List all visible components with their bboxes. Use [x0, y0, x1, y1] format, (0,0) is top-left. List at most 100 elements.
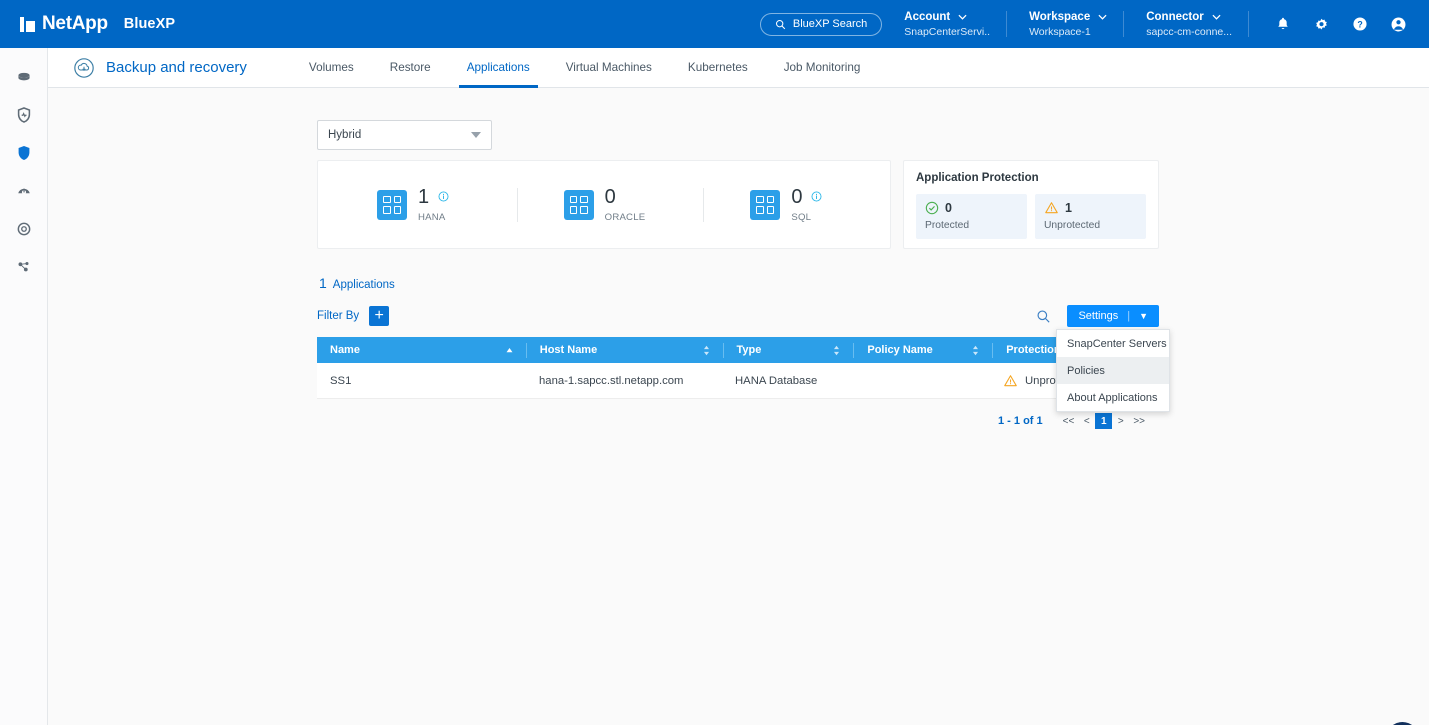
sidebar-item-storage[interactable]: [0, 58, 48, 96]
unprotected-tile[interactable]: 1 Unprotected: [1035, 194, 1146, 239]
gear-icon[interactable]: [1313, 16, 1330, 33]
tab-job-monitoring[interactable]: Job Monitoring: [766, 48, 879, 88]
cell-name: SS1: [330, 374, 352, 387]
filter-toolbar: Filter By + Settings | ▼: [317, 303, 1159, 329]
stat-oracle[interactable]: 0 ORACLE: [518, 187, 704, 223]
sidebar-item-mobility[interactable]: [0, 210, 48, 248]
pagination-first[interactable]: <<: [1062, 415, 1075, 427]
bell-icon[interactable]: [1275, 16, 1291, 32]
chevron-down-icon: [471, 132, 481, 138]
column-divider: [992, 342, 994, 358]
column-label: Name: [330, 344, 360, 356]
settings-button[interactable]: Settings | ▼: [1067, 305, 1159, 327]
stat-label: HANA: [418, 211, 446, 223]
unprotected-label: Unprotected: [1044, 220, 1101, 231]
info-icon[interactable]: [811, 191, 822, 202]
account-selector[interactable]: Account SnapCenterServi..: [882, 11, 1006, 38]
connector-selector[interactable]: Connector sapcc-cm-conne...: [1124, 11, 1248, 38]
pagination-last[interactable]: >>: [1133, 415, 1145, 427]
protected-count: 0: [945, 201, 952, 215]
column-label: Type: [736, 344, 762, 356]
netapp-logo[interactable]: NetApp: [20, 13, 108, 35]
menu-item-about-applications[interactable]: About Applications: [1067, 391, 1158, 404]
search-icon: [775, 19, 786, 29]
sort-icon: [834, 345, 840, 355]
settings-dropdown-menu: SnapCenter Servers Policies About Applic…: [1056, 329, 1170, 412]
application-count-label: Applications: [332, 279, 395, 291]
chevron-down-icon: [958, 14, 967, 20]
settings-button-label: Settings: [1078, 310, 1119, 322]
backup-recovery-icon: [74, 57, 94, 78]
protected-tile[interactable]: 0 Protected: [916, 194, 1027, 239]
sort-ascending-icon: [506, 347, 513, 352]
deployment-mode-select[interactable]: Hybrid: [317, 120, 492, 150]
table-row[interactable]: SS1 hana-1.sapcc.stl.netapp.com HANA Dat…: [317, 363, 1159, 399]
stat-label: ORACLE: [604, 211, 646, 223]
chevron-down-icon: [1098, 14, 1107, 20]
bluexp-search[interactable]: BlueXP Search: [759, 12, 883, 36]
plus-icon: +: [374, 307, 384, 324]
filter-by-label: Filter By: [317, 310, 360, 322]
sort-icon: [973, 345, 979, 355]
health-shield-icon: [17, 107, 30, 123]
service-tabs: Volumes Restore Applications Virtual Mac…: [291, 48, 878, 88]
service-title-group[interactable]: Backup and recovery: [73, 57, 247, 79]
settings-divider: |: [1127, 310, 1131, 322]
protection-card-title: Application Protection: [916, 172, 1039, 184]
column-divider: [525, 342, 527, 358]
menu-item-snapcenter-servers[interactable]: SnapCenter Servers: [1067, 337, 1167, 350]
stat-sql[interactable]: 0 SQL: [704, 187, 890, 223]
warning-triangle-icon: [1004, 374, 1017, 386]
stat-divider: [516, 187, 518, 222]
column-header-policy-name[interactable]: Policy Name: [854, 337, 992, 363]
add-filter-button[interactable]: +: [369, 306, 390, 326]
cell-host-name: hana-1.sapcc.stl.netapp.com: [539, 374, 684, 387]
tab-label: Volumes: [308, 61, 354, 74]
column-label: Host Name: [539, 344, 598, 356]
mobility-icon: [17, 222, 30, 236]
account-label: Account: [904, 10, 951, 23]
svg-text:?: ?: [1357, 19, 1362, 29]
help-icon[interactable]: ?: [1352, 16, 1368, 32]
pagination-page-1[interactable]: 1: [1095, 413, 1113, 429]
workspace-selector[interactable]: Workspace Workspace-1: [1007, 11, 1123, 38]
column-header-name[interactable]: Name: [317, 337, 526, 363]
column-divider: [722, 342, 724, 358]
service-title: Backup and recovery: [106, 59, 247, 76]
governance-icon: [17, 188, 30, 195]
protected-label: Protected: [925, 220, 970, 231]
search-icon[interactable]: [1036, 309, 1051, 324]
stat-hana[interactable]: 1 HANA: [318, 187, 517, 223]
tab-applications[interactable]: Applications: [449, 48, 548, 88]
left-sidebar: [0, 48, 48, 725]
stat-value: 1: [418, 185, 430, 208]
pagination-next[interactable]: >: [1117, 415, 1124, 427]
tab-virtual-machines[interactable]: Virtual Machines: [548, 48, 670, 88]
sidebar-item-protection[interactable]: [0, 134, 48, 172]
header-divider: [1123, 11, 1125, 37]
grid-squares-icon: [377, 189, 407, 220]
tab-restore[interactable]: Restore: [372, 48, 449, 88]
column-label: Policy Name: [867, 344, 933, 356]
column-header-type[interactable]: Type: [724, 337, 854, 363]
info-icon[interactable]: [438, 191, 449, 202]
menu-item-policies[interactable]: Policies: [1057, 357, 1169, 384]
sidebar-item-governance[interactable]: [0, 172, 48, 210]
product-name: BlueXP: [123, 16, 176, 32]
sidebar-item-health[interactable]: [0, 96, 48, 134]
brand-name: NetApp: [42, 13, 108, 34]
tab-label: Restore: [389, 61, 431, 74]
chevron-down-icon: ▼: [1139, 311, 1148, 321]
sidebar-item-extensions[interactable]: [0, 248, 48, 286]
tab-volumes[interactable]: Volumes: [291, 48, 372, 88]
user-account-icon[interactable]: [1390, 16, 1407, 33]
tab-kubernetes[interactable]: Kubernetes: [670, 48, 766, 88]
chat-support-button[interactable]: [1386, 722, 1419, 725]
column-header-host-name[interactable]: Host Name: [527, 337, 723, 363]
pagination-prev[interactable]: <: [1083, 415, 1090, 427]
extensions-icon: [18, 262, 28, 272]
pagination: 1 - 1 of 1 << < 1 > >>: [998, 413, 1149, 429]
stat-label: SQL: [791, 211, 812, 223]
stat-value: 0: [791, 185, 803, 208]
workspace-value: Workspace-1: [1029, 25, 1091, 38]
